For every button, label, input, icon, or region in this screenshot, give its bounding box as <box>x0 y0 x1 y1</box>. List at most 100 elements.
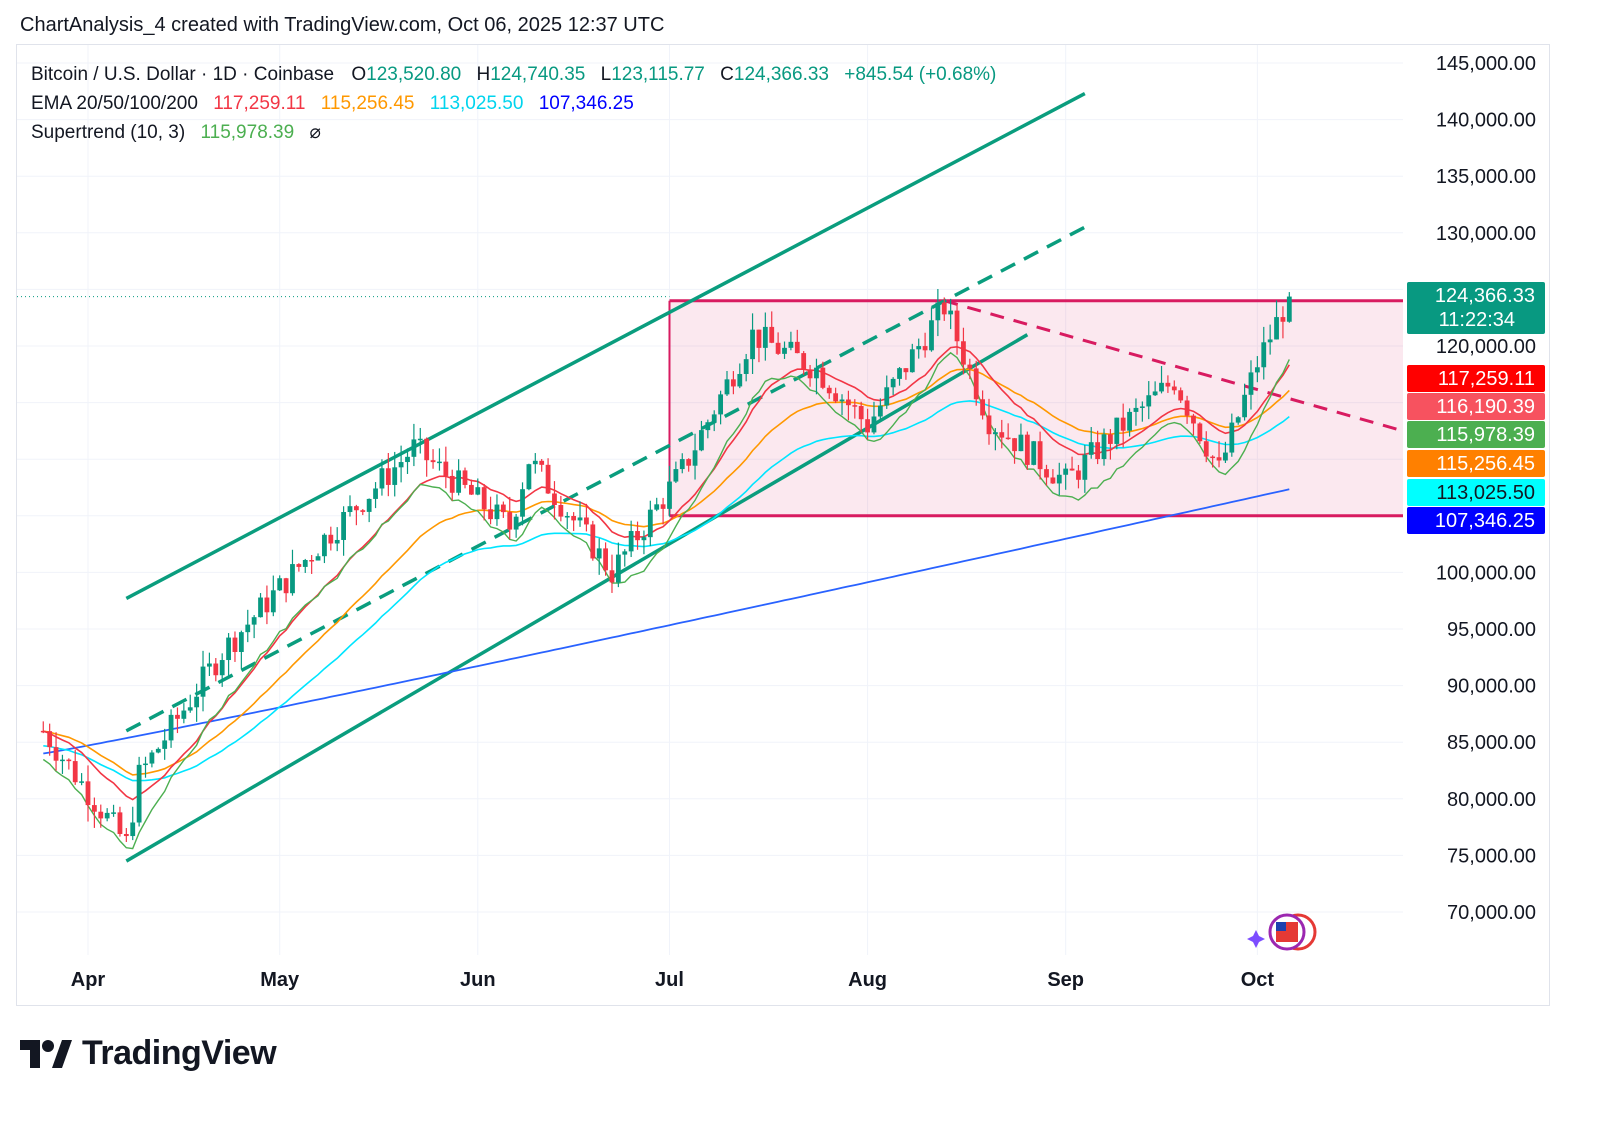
legend-ema50: 115,256.45 <box>320 93 415 114</box>
candle-body <box>967 364 973 369</box>
candle-body <box>1178 390 1184 401</box>
legend-ema-row[interactable]: EMA 20/50/100/200 117,259.11 115,256.45 … <box>31 89 1000 118</box>
candle-body <box>558 505 564 517</box>
hidden-icon[interactable]: ⌀ <box>309 122 321 143</box>
candle-body <box>762 326 768 348</box>
candle-body <box>890 378 896 388</box>
candle-body <box>1076 470 1081 480</box>
candle-body <box>615 554 621 583</box>
candle-body <box>718 394 724 415</box>
candle-body <box>1242 394 1247 418</box>
candle-body <box>590 524 596 559</box>
candle-body <box>1254 367 1260 373</box>
candle-body <box>686 459 692 466</box>
legend-symbol-row[interactable]: Bitcoin / U.S. Dollar · 1D · Coinbase O1… <box>31 60 1000 89</box>
candle-body <box>98 811 104 819</box>
candle-body <box>66 759 72 762</box>
candle-body <box>130 822 136 837</box>
candle-body <box>53 747 59 761</box>
price-axis: 145,000.00 140,000.00 135,000.00 130,000.00… <box>1436 53 1536 924</box>
price-axis-tick: 100,000.00 <box>1436 562 1536 584</box>
candle-body <box>922 346 928 351</box>
candle-body <box>1024 434 1030 465</box>
candle-body <box>290 564 295 594</box>
candle-body <box>1229 422 1235 453</box>
range-box-fill <box>669 300 1403 516</box>
chart-attribution: ChartAnalysis_4 created with TradingView… <box>20 14 665 36</box>
candle-body <box>481 487 487 510</box>
range-box <box>17 296 1404 518</box>
candle-body <box>628 531 634 552</box>
legend-high-label: H <box>476 64 491 85</box>
price-axis-tick: 135,000.00 <box>1436 166 1536 188</box>
channel-lower-line <box>125 333 1029 863</box>
candle-body <box>1095 442 1101 460</box>
legend-low-label: L <box>600 64 612 85</box>
candle-body <box>865 419 870 433</box>
candle-body <box>1203 441 1209 457</box>
candle-body <box>302 560 308 567</box>
candle-body <box>488 509 493 520</box>
candle-body <box>1261 342 1267 368</box>
legend-high: 124,740.35 <box>490 64 586 85</box>
candle-body <box>360 510 366 512</box>
candle-body <box>552 493 557 506</box>
candle-body <box>1018 434 1024 452</box>
candle-body <box>1210 456 1216 459</box>
candle-body <box>117 812 123 834</box>
candle-body <box>111 812 116 814</box>
ema200-line <box>43 488 1290 755</box>
price-label-text: 107,346.25 <box>1435 510 1535 532</box>
legend-supertrend-row[interactable]: Supertrend (10, 3) 115,978.39 ⌀ <box>31 118 1000 147</box>
price-axis-tick: 130,000.00 <box>1436 223 1536 245</box>
candle-body <box>807 369 813 379</box>
candle-body <box>449 475 455 493</box>
trend-channel <box>125 92 1086 863</box>
candle-body <box>417 438 423 441</box>
candle-body <box>226 637 231 661</box>
candle-body <box>1267 339 1273 343</box>
time-axis-tick: Oct <box>1241 969 1275 991</box>
candle-body <box>398 462 404 468</box>
candle-body <box>929 320 934 351</box>
candle-body <box>1274 317 1279 340</box>
price-axis-tick: 70,000.00 <box>1447 902 1536 924</box>
candle-body <box>788 341 794 348</box>
candle-body <box>175 714 180 719</box>
price-label-text: 124,366.33 <box>1435 285 1535 307</box>
candle-body <box>679 459 685 470</box>
candle-body <box>871 416 877 433</box>
candle-body <box>437 461 442 464</box>
time-axis-tick: Sep <box>1047 969 1084 991</box>
candle-body <box>839 399 845 402</box>
tradingview-logo[interactable]: TradingView <box>20 1034 277 1073</box>
candle-body <box>1223 452 1228 461</box>
candle-body <box>424 438 430 461</box>
candle-body <box>366 498 372 512</box>
time-axis: Apr May Jun Jul Aug Sep Oct <box>71 969 1275 991</box>
candle-body <box>500 504 506 513</box>
price-axis-tick: 85,000.00 <box>1447 732 1536 754</box>
candle-body <box>334 539 340 544</box>
candle-body <box>207 663 212 667</box>
candle-body <box>168 714 174 741</box>
events-icon <box>1247 913 1317 951</box>
legend-close-label: C <box>720 64 734 85</box>
price-label-box <box>1407 421 1545 448</box>
candle-body <box>1235 417 1241 423</box>
time-axis-tick: Jun <box>460 969 496 991</box>
candle-body <box>577 517 583 521</box>
price-label-box <box>1407 365 1545 392</box>
candle-body <box>737 373 743 387</box>
legend-ema200: 107,346.25 <box>538 93 634 114</box>
candle-body <box>973 368 979 400</box>
candle-body <box>309 560 315 562</box>
chart-frame[interactable] <box>16 44 1550 1006</box>
candle-body <box>315 556 321 561</box>
candle-body <box>155 748 161 753</box>
candle-body <box>730 379 736 387</box>
candle-body <box>954 310 960 342</box>
candle-body <box>328 534 334 544</box>
tradingview-brand: TradingView <box>82 1034 277 1072</box>
